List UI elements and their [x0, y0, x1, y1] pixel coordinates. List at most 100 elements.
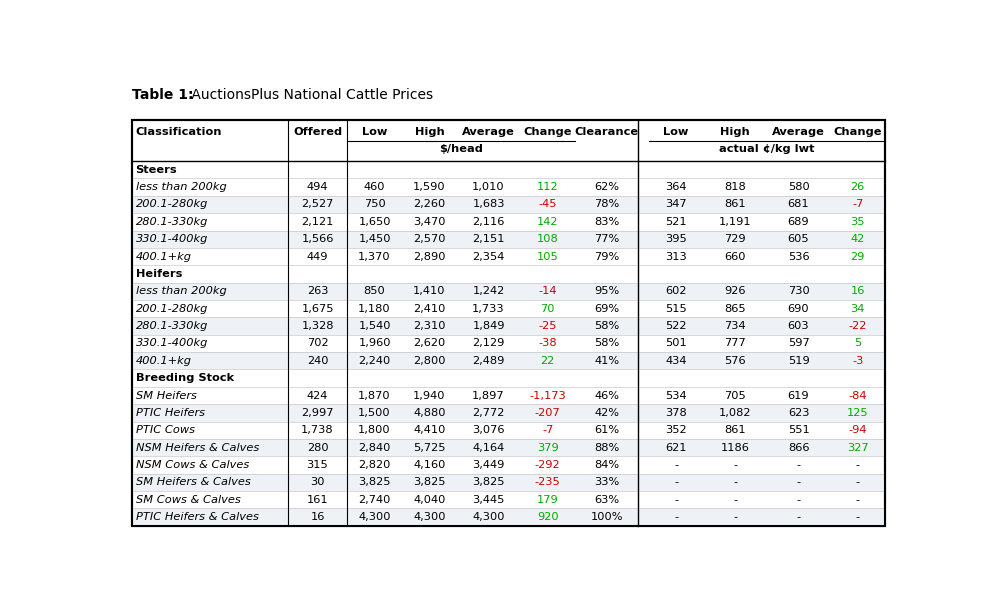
Text: 161: 161 [307, 495, 328, 505]
Text: 2,620: 2,620 [414, 339, 445, 349]
Text: 280: 280 [307, 443, 328, 453]
Text: 2,240: 2,240 [358, 356, 391, 366]
Text: -235: -235 [535, 477, 560, 488]
Text: 1,738: 1,738 [302, 426, 334, 435]
Text: 2,310: 2,310 [414, 321, 445, 331]
Text: -94: -94 [848, 426, 867, 435]
Text: 551: 551 [788, 426, 809, 435]
Text: 597: 597 [788, 339, 809, 349]
Text: 2,820: 2,820 [358, 460, 391, 470]
Text: 79%: 79% [594, 252, 619, 262]
Text: 313: 313 [666, 252, 686, 262]
Text: 576: 576 [724, 356, 746, 366]
Text: 347: 347 [666, 200, 686, 209]
Text: 379: 379 [537, 443, 558, 453]
Text: Table 1:: Table 1: [132, 88, 193, 101]
FancyBboxPatch shape [132, 404, 885, 421]
Text: 3,076: 3,076 [472, 426, 505, 435]
Text: PTIC Cows: PTIC Cows [136, 426, 194, 435]
Text: -: - [733, 460, 737, 470]
Text: 63%: 63% [594, 495, 619, 505]
Text: -: - [733, 477, 737, 488]
Text: 1,590: 1,590 [413, 182, 445, 192]
Text: -38: -38 [539, 339, 557, 349]
Text: 2,800: 2,800 [414, 356, 445, 366]
Text: 77%: 77% [594, 234, 619, 244]
FancyBboxPatch shape [132, 120, 885, 526]
Text: 1,540: 1,540 [358, 321, 391, 331]
Text: High: High [415, 127, 444, 137]
FancyBboxPatch shape [132, 317, 885, 335]
Text: 1,410: 1,410 [414, 286, 445, 296]
Text: 2,527: 2,527 [302, 200, 333, 209]
Text: Heifers: Heifers [136, 269, 182, 279]
Text: 4,164: 4,164 [472, 443, 505, 453]
Text: NSM Heifers & Calves: NSM Heifers & Calves [136, 443, 259, 453]
Text: 1,897: 1,897 [472, 390, 505, 401]
Text: -14: -14 [539, 286, 557, 296]
Text: 729: 729 [724, 234, 746, 244]
Text: less than 200kg: less than 200kg [136, 286, 226, 296]
Text: 30: 30 [310, 477, 324, 488]
Text: 78%: 78% [594, 200, 619, 209]
Text: NSM Cows & Calves: NSM Cows & Calves [136, 460, 249, 470]
Text: 1,242: 1,242 [472, 286, 505, 296]
Text: 866: 866 [788, 443, 809, 453]
Text: 3,445: 3,445 [472, 495, 505, 505]
Text: 280.1-330kg: 280.1-330kg [136, 217, 208, 227]
Text: -: - [797, 460, 801, 470]
FancyBboxPatch shape [132, 439, 885, 457]
Text: 4,410: 4,410 [414, 426, 445, 435]
Text: 2,260: 2,260 [414, 200, 445, 209]
Text: 1,650: 1,650 [358, 217, 391, 227]
Text: -: - [674, 495, 679, 505]
Text: 2,997: 2,997 [302, 408, 333, 418]
Text: SM Heifers & Calves: SM Heifers & Calves [136, 477, 250, 488]
Text: 400.1+kg: 400.1+kg [136, 356, 191, 366]
Text: less than 200kg: less than 200kg [136, 182, 226, 192]
Text: 501: 501 [666, 339, 686, 349]
Text: 1,566: 1,566 [302, 234, 333, 244]
FancyBboxPatch shape [132, 474, 885, 491]
Text: 2,116: 2,116 [472, 217, 505, 227]
Text: 681: 681 [788, 200, 809, 209]
Text: 2,772: 2,772 [472, 408, 505, 418]
Text: 702: 702 [307, 339, 328, 349]
Text: Steers: Steers [136, 164, 178, 175]
Text: 449: 449 [307, 252, 328, 262]
Text: 434: 434 [666, 356, 686, 366]
Text: 46%: 46% [594, 390, 619, 401]
Text: 519: 519 [788, 356, 809, 366]
Text: 41%: 41% [594, 356, 619, 366]
Text: 58%: 58% [594, 339, 619, 349]
Text: -: - [733, 512, 737, 522]
Text: -: - [674, 460, 679, 470]
Text: -: - [797, 477, 801, 488]
Text: 515: 515 [666, 304, 686, 313]
Text: 621: 621 [666, 443, 686, 453]
Text: 62%: 62% [594, 182, 619, 192]
Text: 4,880: 4,880 [414, 408, 445, 418]
Text: $/head: $/head [439, 144, 483, 154]
Text: -25: -25 [539, 321, 557, 331]
Text: 330.1-400kg: 330.1-400kg [136, 234, 208, 244]
Text: 58%: 58% [594, 321, 619, 331]
Text: 861: 861 [724, 426, 746, 435]
Text: 2,890: 2,890 [414, 252, 445, 262]
Text: 494: 494 [307, 182, 328, 192]
Text: -207: -207 [535, 408, 560, 418]
Text: 179: 179 [537, 495, 558, 505]
Text: 1,082: 1,082 [719, 408, 751, 418]
Text: -3: -3 [852, 356, 863, 366]
Text: -: - [674, 512, 679, 522]
Text: 395: 395 [666, 234, 686, 244]
Text: 602: 602 [666, 286, 686, 296]
Text: 1,940: 1,940 [414, 390, 445, 401]
Text: 1,180: 1,180 [358, 304, 391, 313]
Text: 364: 364 [666, 182, 686, 192]
Text: PTIC Heifers: PTIC Heifers [136, 408, 204, 418]
Text: Low: Low [664, 127, 688, 137]
Text: 2,570: 2,570 [414, 234, 445, 244]
Text: 734: 734 [724, 321, 746, 331]
Text: 2,840: 2,840 [358, 443, 391, 453]
